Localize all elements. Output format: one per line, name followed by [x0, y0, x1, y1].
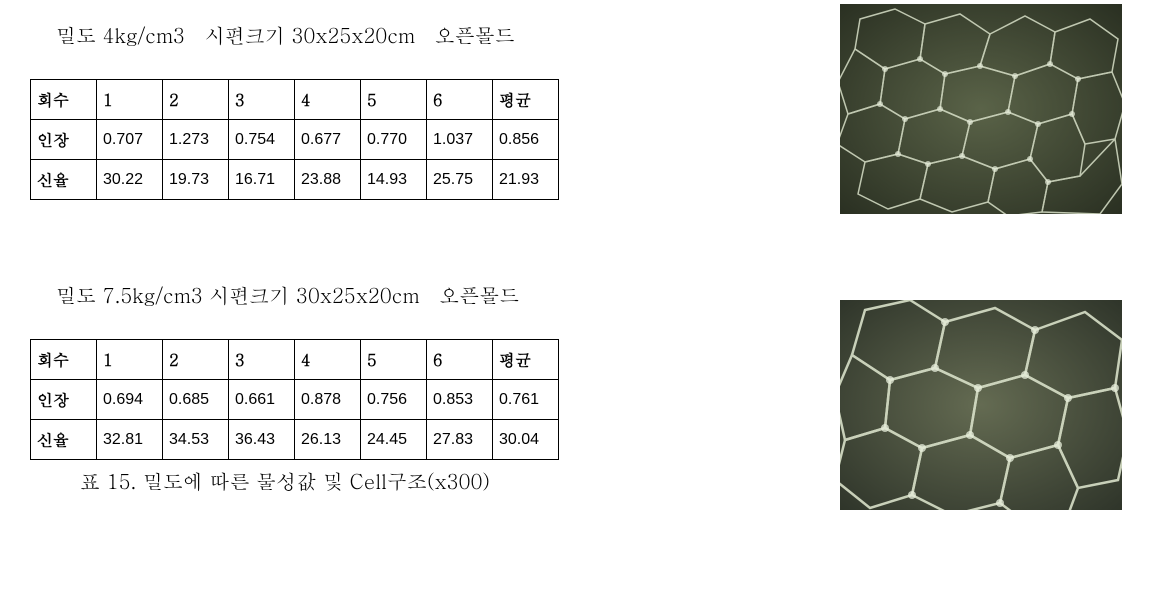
- table-cell: 19.73: [163, 160, 229, 200]
- row-label: 신율: [31, 420, 97, 460]
- table-cell: 21.93: [493, 160, 559, 200]
- col-header: 회수: [31, 340, 97, 380]
- table-cell: 26.13: [295, 420, 361, 460]
- table-cell: 32.81: [97, 420, 163, 460]
- table-row: 회수 1 2 3 4 5 6 평균: [31, 80, 559, 120]
- table-cell: 0.761: [493, 380, 559, 420]
- table-cell: 0.677: [295, 120, 361, 160]
- table-cell: 0.694: [97, 380, 163, 420]
- col-header: 2: [163, 340, 229, 380]
- table-cell: 16.71: [229, 160, 295, 200]
- table-cell: 25.75: [427, 160, 493, 200]
- col-header: 회수: [31, 80, 97, 120]
- table-row: 인장 0.694 0.685 0.661 0.878 0.756 0.853 0…: [31, 380, 559, 420]
- col-header: 2: [163, 80, 229, 120]
- col-header: 1: [97, 340, 163, 380]
- col-header: 3: [229, 80, 295, 120]
- table-cell: 0.685: [163, 380, 229, 420]
- col-header: 3: [229, 340, 295, 380]
- table-cell: 36.43: [229, 420, 295, 460]
- table-cell: 0.756: [361, 380, 427, 420]
- table-cell: 1.273: [163, 120, 229, 160]
- col-header: 6: [427, 340, 493, 380]
- table-cell: 1.037: [427, 120, 493, 160]
- row-label: 신율: [31, 160, 97, 200]
- micrograph-image-2: [840, 300, 1122, 510]
- col-header: 6: [427, 80, 493, 120]
- col-header: 평균: [493, 340, 559, 380]
- col-header: 4: [295, 80, 361, 120]
- table-cell: 0.878: [295, 380, 361, 420]
- col-header: 평균: [493, 80, 559, 120]
- table-row: 신율 32.81 34.53 36.43 26.13 24.45 27.83 3…: [31, 420, 559, 460]
- table-cell: 0.661: [229, 380, 295, 420]
- table-cell: 0.856: [493, 120, 559, 160]
- table-cell: 0.754: [229, 120, 295, 160]
- table-cell: 0.770: [361, 120, 427, 160]
- table-cell: 0.707: [97, 120, 163, 160]
- table-row: 회수 1 2 3 4 5 6 평균: [31, 340, 559, 380]
- col-header: 1: [97, 80, 163, 120]
- table-cell: 14.93: [361, 160, 427, 200]
- table-cell: 34.53: [163, 420, 229, 460]
- col-header: 4: [295, 340, 361, 380]
- row-label: 인장: [31, 120, 97, 160]
- section2-table: 회수 1 2 3 4 5 6 평균 인장 0.694 0.685 0.661 0…: [30, 339, 559, 460]
- table-cell: 24.45: [361, 420, 427, 460]
- col-header: 5: [361, 80, 427, 120]
- table-cell: 30.04: [493, 420, 559, 460]
- table-cell: 0.853: [427, 380, 493, 420]
- table-cell: 30.22: [97, 160, 163, 200]
- table-cell: 23.88: [295, 160, 361, 200]
- table-row: 신율 30.22 19.73 16.71 23.88 14.93 25.75 2…: [31, 160, 559, 200]
- table-row: 인장 0.707 1.273 0.754 0.677 0.770 1.037 0…: [31, 120, 559, 160]
- section1-table: 회수 1 2 3 4 5 6 평균 인장 0.707 1.273 0.754 0…: [30, 79, 559, 200]
- micrograph-image-1: [840, 4, 1122, 214]
- col-header: 5: [361, 340, 427, 380]
- table-cell: 27.83: [427, 420, 493, 460]
- row-label: 인장: [31, 380, 97, 420]
